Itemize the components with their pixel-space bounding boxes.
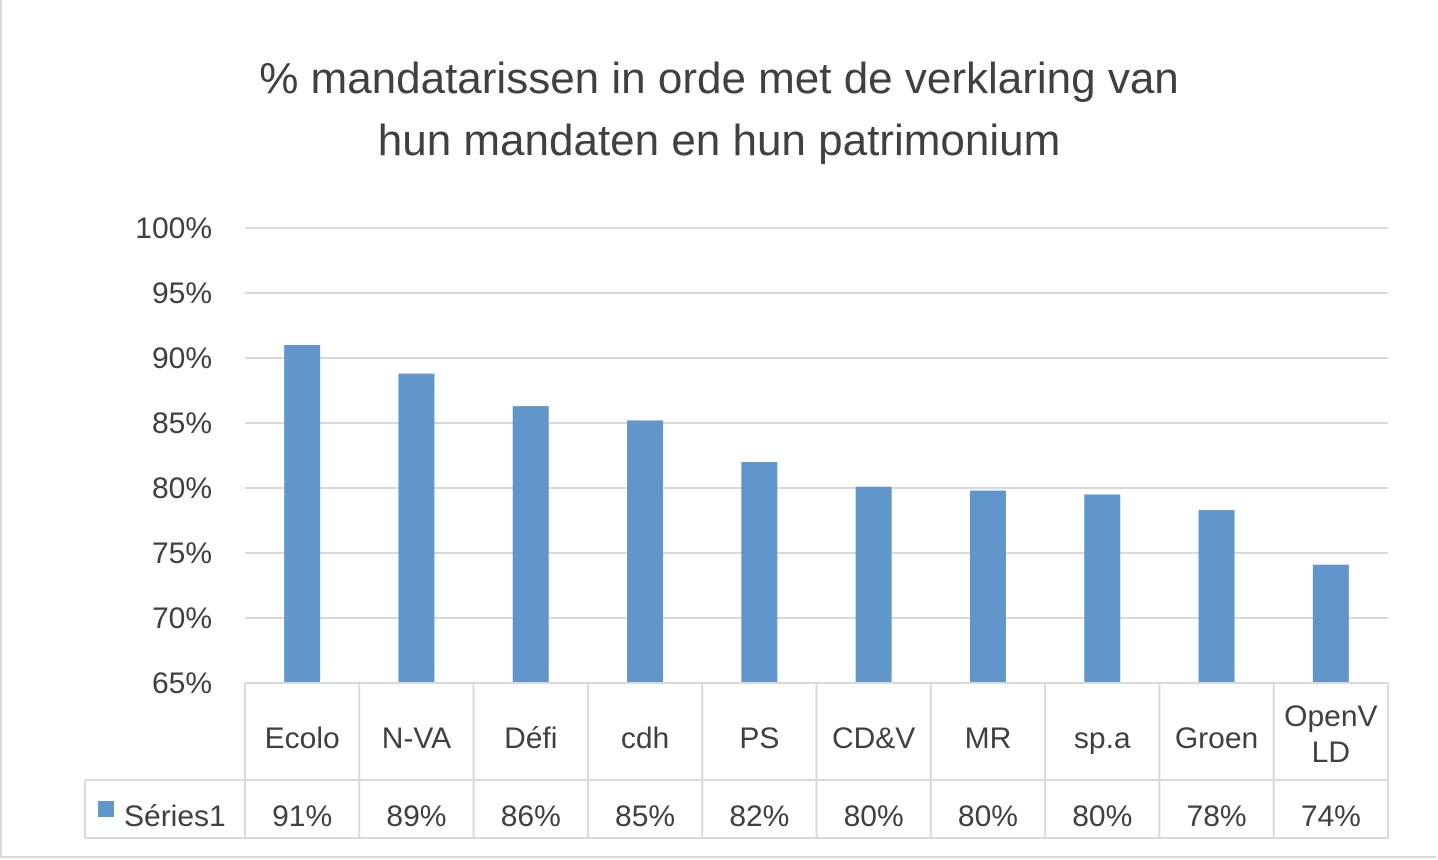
y-tick-label: 80% xyxy=(152,472,212,505)
bar xyxy=(1198,510,1235,683)
bar xyxy=(969,490,1006,683)
category-label: PS xyxy=(739,722,779,755)
chart-title-line-2: hun mandaten en hun patrimonium xyxy=(377,116,1061,165)
category-label: Défi xyxy=(504,722,557,755)
data-label: 91% xyxy=(272,800,332,833)
chart-title: % mandatarissen in orde met de verklarin… xyxy=(0,48,1438,172)
gridlines xyxy=(245,227,1388,619)
y-axis: 65% 70% 75% 80% 85% 90% 95% 100% xyxy=(135,212,212,700)
bar xyxy=(741,462,778,683)
category-label: sp.a xyxy=(1074,722,1131,755)
category-label: LD xyxy=(1312,736,1350,769)
category-label: MR xyxy=(965,722,1012,755)
y-tick-label: 85% xyxy=(152,407,212,440)
data-label: 80% xyxy=(844,800,904,833)
data-label: 80% xyxy=(1072,800,1132,833)
data-label: 86% xyxy=(501,800,561,833)
y-tick-label: 100% xyxy=(135,212,212,245)
y-tick-label: 70% xyxy=(152,602,212,635)
bar xyxy=(284,345,321,683)
legend-label: Séries1 xyxy=(124,800,226,833)
data-label: 85% xyxy=(615,800,675,833)
bar xyxy=(627,420,664,683)
data-label: 74% xyxy=(1301,800,1361,833)
bars xyxy=(284,345,1349,683)
data-table: Ecolo 91% N-VA 89% Défi 86% cdh 85% PS 82% CD&V 80%… xyxy=(84,682,1389,839)
chart-title-line-1: % mandatarissen in orde met de verklarin… xyxy=(259,54,1179,103)
bar xyxy=(1312,564,1349,683)
data-label: 89% xyxy=(386,800,446,833)
category-label: CD&V xyxy=(832,722,915,755)
category-label: OpenV xyxy=(1284,700,1377,733)
bar xyxy=(512,406,549,683)
legend-key xyxy=(98,801,114,817)
data-label: 78% xyxy=(1187,800,1247,833)
bar xyxy=(1084,494,1121,683)
bar xyxy=(855,486,892,683)
category-label: Groen xyxy=(1175,722,1258,755)
bar xyxy=(398,373,435,683)
data-label: 82% xyxy=(729,800,789,833)
y-tick-label: 65% xyxy=(152,667,212,700)
y-tick-label: 95% xyxy=(152,277,212,310)
category-label: N-VA xyxy=(382,722,451,755)
category-label: Ecolo xyxy=(265,722,340,755)
y-tick-label: 90% xyxy=(152,342,212,375)
category-label: cdh xyxy=(621,722,669,755)
data-label: 80% xyxy=(958,800,1018,833)
y-tick-label: 75% xyxy=(152,537,212,570)
